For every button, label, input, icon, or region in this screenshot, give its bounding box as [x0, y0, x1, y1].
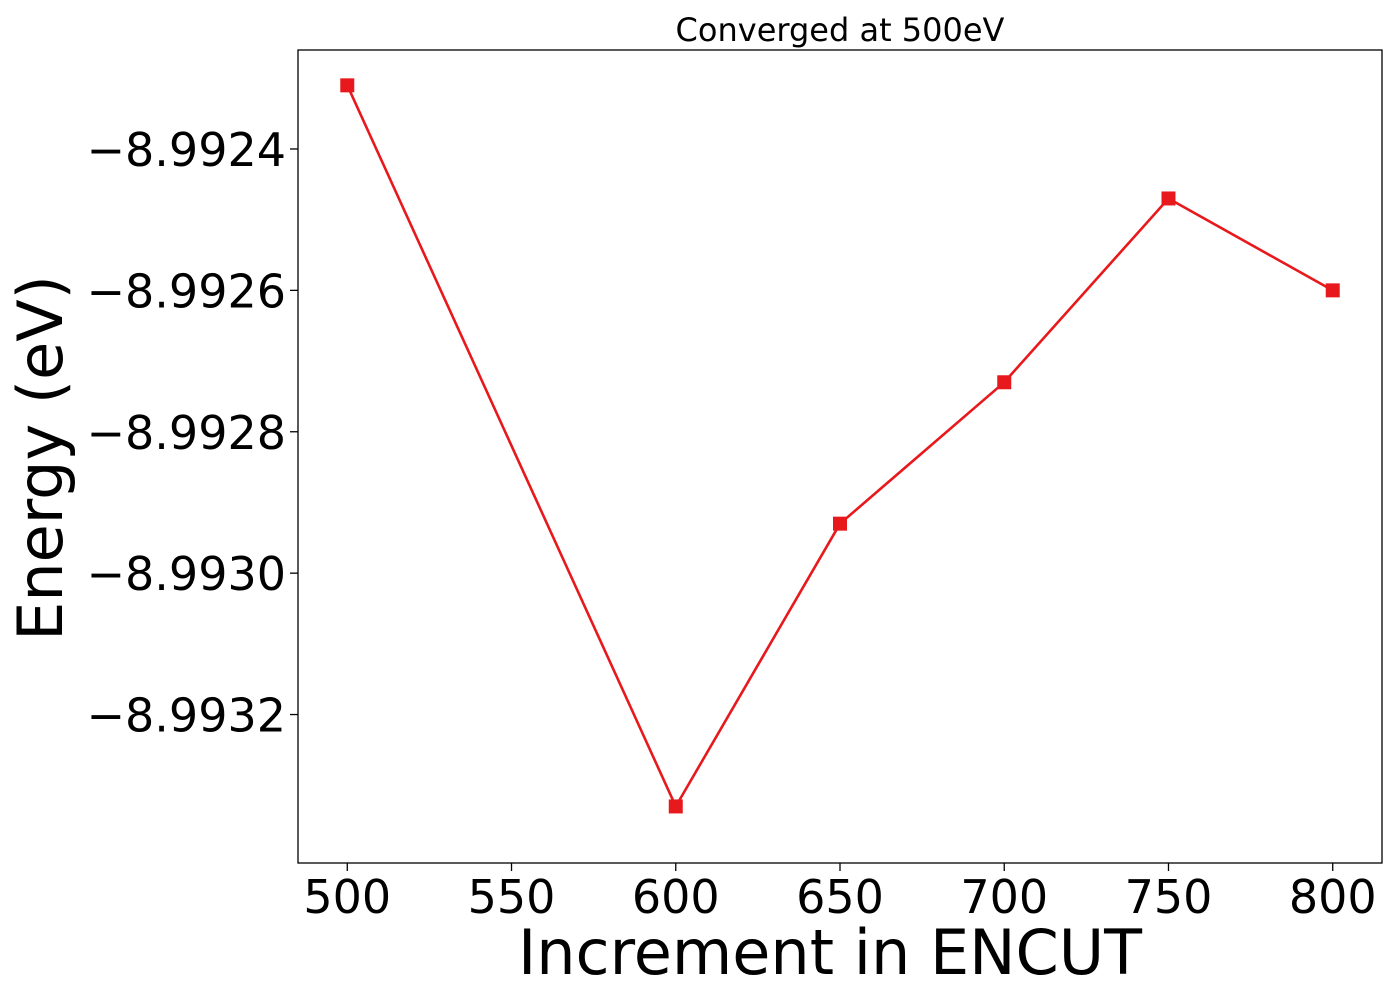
x-axis-ticks: 500 550 600 650 700 750 800: [303, 863, 1377, 924]
data-point-marker: [340, 78, 355, 93]
y-tick-label: −8.9924: [87, 123, 287, 177]
data-point-marker: [1325, 283, 1340, 298]
x-axis-label: Increment in ENCUT: [518, 916, 1143, 989]
y-tick-label: −8.9926: [87, 264, 287, 318]
data-point-marker: [997, 375, 1012, 390]
y-axis-label: Energy (eV): [4, 275, 77, 641]
y-axis-ticks: −8.9924 −8.9926 −8.9928 −8.9930 −8.9932: [87, 123, 298, 743]
data-point-marker: [1161, 191, 1176, 206]
plot-area-frame: [297, 49, 1383, 864]
x-tick-label: 600: [632, 870, 720, 924]
series-line: [346, 84, 1334, 808]
data-point-marker: [833, 516, 847, 531]
x-tick-label: 650: [796, 870, 884, 924]
series-layer: [340, 78, 1340, 814]
x-tick-label: 800: [1289, 870, 1377, 924]
y-tick-label: −8.9928: [87, 406, 287, 460]
x-tick-label: 700: [960, 870, 1048, 924]
x-tick-label: 550: [468, 870, 556, 924]
x-tick-label: 750: [1125, 870, 1213, 924]
y-tick-label: −8.9930: [87, 547, 287, 601]
chart-title: Converged at 500eV: [676, 11, 1005, 49]
y-tick-label: −8.9932: [87, 689, 287, 743]
x-tick-label: 500: [303, 870, 391, 924]
data-point-marker: [668, 799, 683, 814]
